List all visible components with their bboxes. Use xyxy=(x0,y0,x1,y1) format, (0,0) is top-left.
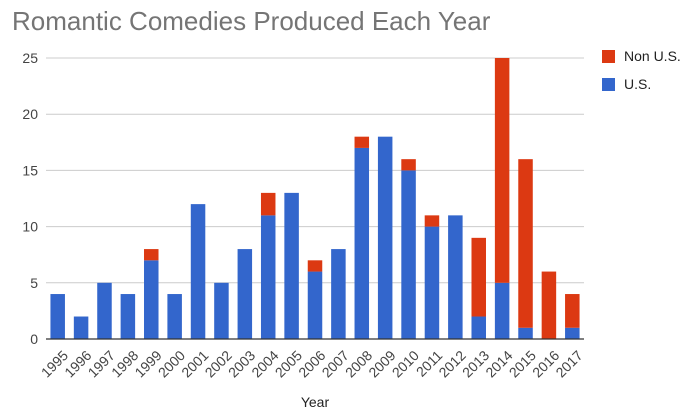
bar-us-2010 xyxy=(401,170,416,339)
bar-us-2007 xyxy=(331,249,346,339)
bar-us-2011 xyxy=(424,226,440,339)
bar-non-us-2013 xyxy=(471,237,486,317)
legend-swatch xyxy=(602,50,615,63)
bar-us-2014 xyxy=(494,282,510,339)
bar-us-2001 xyxy=(190,204,206,339)
legend-label: Non U.S. xyxy=(624,48,681,64)
bar-non-us-2016 xyxy=(541,271,557,339)
gridlines xyxy=(46,57,584,284)
bar-us-2002 xyxy=(214,282,229,339)
bar-us-1997 xyxy=(97,282,112,339)
bar-non-us-2015 xyxy=(518,159,533,328)
bar-us-2000 xyxy=(167,294,182,339)
bar-non-us-1999 xyxy=(144,249,159,261)
bar-us-1999 xyxy=(144,260,159,339)
bar-non-us-2004 xyxy=(260,192,276,216)
chart-title: Romantic Comedies Produced Each Year xyxy=(12,6,491,36)
legend-label: U.S. xyxy=(624,76,651,92)
y-tick-label: 20 xyxy=(22,106,38,122)
y-tick-label: 10 xyxy=(22,219,38,235)
bar-us-1995 xyxy=(50,294,65,339)
bar-non-us-2017 xyxy=(565,294,580,328)
bar-us-2008 xyxy=(354,147,370,339)
legend-swatch xyxy=(602,78,615,91)
bar-us-2006 xyxy=(307,271,323,339)
bar-us-1998 xyxy=(120,294,136,339)
legend: Non U.S. U.S. xyxy=(602,48,681,92)
y-tick-label: 5 xyxy=(30,275,38,291)
y-tick-label: 25 xyxy=(22,50,38,66)
bar-non-us-2006 xyxy=(307,260,323,272)
bars xyxy=(50,58,580,339)
bar-us-2004 xyxy=(260,215,276,339)
bar-us-2012 xyxy=(448,215,463,339)
bar-non-us-2008 xyxy=(354,136,370,148)
bar-us-2003 xyxy=(237,249,253,339)
bar-us-2005 xyxy=(284,192,299,339)
bar-us-2015 xyxy=(518,327,533,339)
x-axis-title: Year xyxy=(301,394,330,410)
bar-us-2017 xyxy=(565,327,580,339)
bar-us-2009 xyxy=(377,136,393,339)
x-tick-label: 2017 xyxy=(552,347,585,380)
bar-us-2013 xyxy=(471,316,486,339)
bar-non-us-2010 xyxy=(401,159,416,171)
bar-non-us-2011 xyxy=(424,215,440,227)
y-tick-label: 15 xyxy=(22,162,38,178)
bar-us-1996 xyxy=(73,316,89,339)
bar-non-us-2014 xyxy=(494,58,510,283)
y-tick-label: 0 xyxy=(30,331,38,347)
